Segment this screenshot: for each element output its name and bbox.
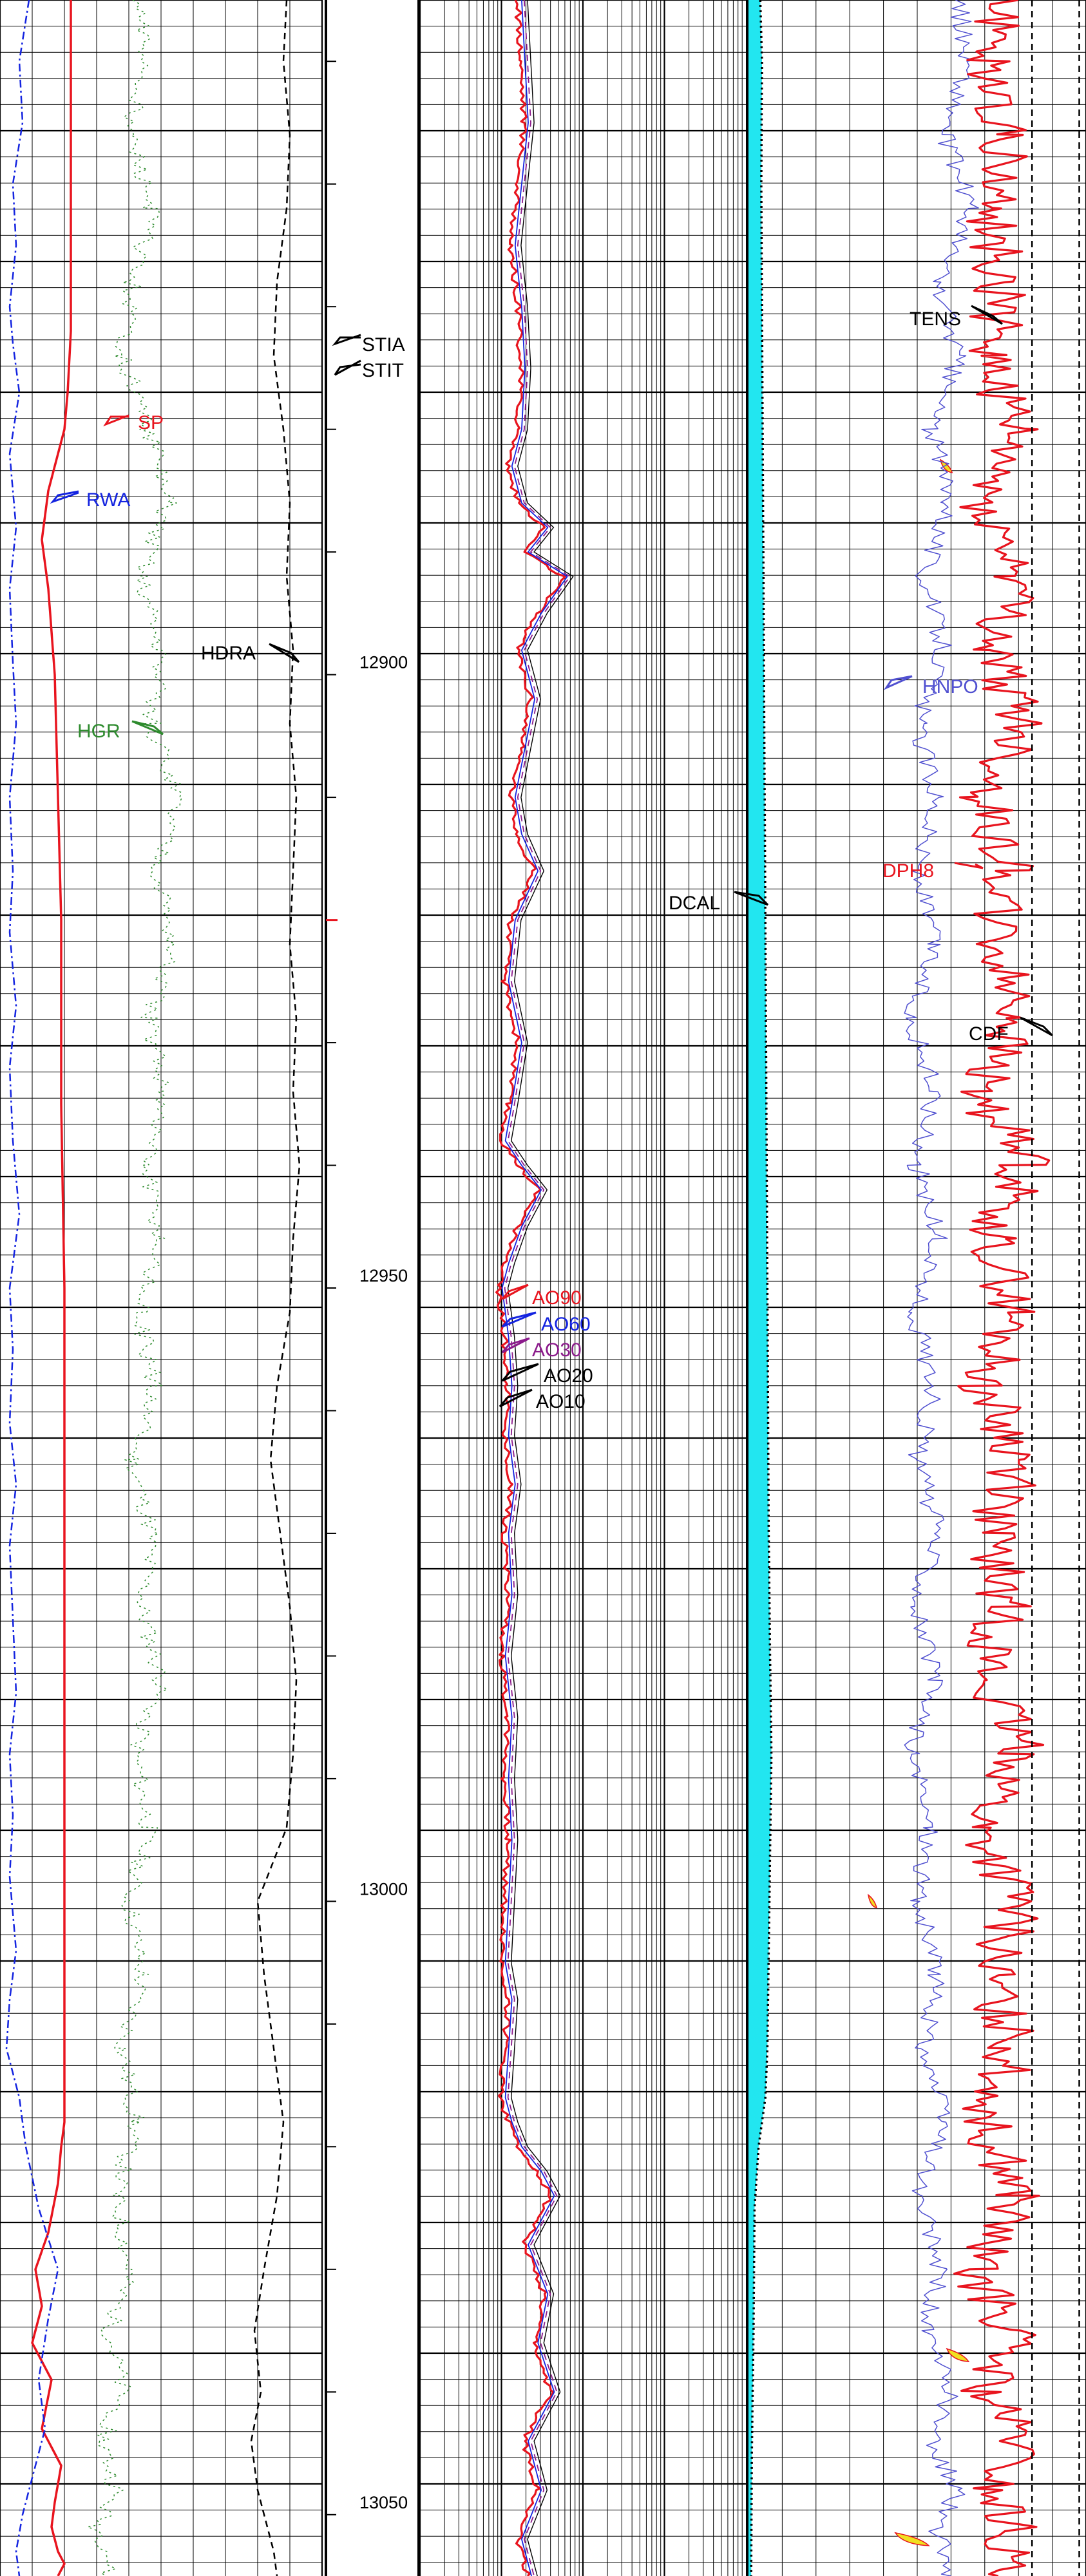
depth-label: 13050 (359, 2493, 408, 2512)
curve-hgr (87, 0, 183, 2576)
curve-ao30 (504, 0, 571, 2576)
label-stit: STIT (334, 359, 404, 381)
label-hnpo-text: HNPO (922, 676, 978, 697)
label-hgr-text: HGR (77, 721, 120, 742)
depth-label: 12900 (359, 653, 408, 672)
label-ao90: AO90 (501, 1283, 582, 1309)
curve-labels: STIA STIT SP RWA HDRA HGR TENS HNPO (50, 305, 1054, 1412)
curve-ao20 (507, 0, 574, 2576)
label-rwa: RWA (50, 489, 130, 511)
label-rwa-text: RWA (86, 489, 130, 511)
curve-ao90 (495, 0, 566, 2576)
curve-sp (31, 0, 72, 2576)
curve-hnpo (904, 0, 979, 2576)
label-ao20: AO20 (501, 1363, 593, 1387)
label-dph8-text: DPH8 (882, 860, 934, 882)
label-tens: TENS (910, 305, 1003, 330)
label-ao90-text: AO90 (532, 1287, 582, 1309)
label-cdf: CDF (969, 1016, 1054, 1045)
curve-hdra (250, 0, 301, 2576)
label-hdra: HDRA (201, 643, 300, 664)
label-dcal-text: DCAL (669, 893, 720, 914)
crossover-fill (867, 1893, 878, 1909)
label-ao60-text: AO60 (541, 1314, 591, 1335)
depth-track: 12900 12950 13000 13050 (326, 61, 408, 2515)
curve-ao60 (501, 0, 568, 2576)
label-sp: SP (103, 412, 164, 433)
label-sp-text: SP (138, 412, 164, 433)
label-ao20-text: AO20 (544, 1365, 593, 1387)
label-ao30: AO30 (501, 1337, 582, 1361)
curve-rwa (5, 0, 59, 2576)
depth-label: 13000 (359, 1879, 408, 1899)
curve-dph8 (953, 0, 1051, 2576)
label-dcal: DCAL (669, 891, 769, 914)
crossover-fill (894, 2532, 930, 2546)
label-cdf-text: CDF (969, 1023, 1009, 1045)
caliper-fill (748, 0, 772, 2576)
label-hgr: HGR (77, 720, 164, 742)
label-hnpo: HNPO (883, 675, 978, 697)
depth-label: 12950 (359, 1266, 408, 1285)
curves (5, 0, 1080, 2576)
label-hdra-text: HDRA (201, 643, 256, 664)
label-stia-text: STIA (362, 334, 405, 355)
crossover-fill (946, 2347, 970, 2363)
label-ao10: AO10 (499, 1388, 586, 1412)
fills (748, 0, 970, 2576)
label-dph8: DPH8 (882, 860, 984, 882)
label-ao30-text: AO30 (532, 1340, 582, 1361)
label-ao60: AO60 (501, 1311, 591, 1335)
label-stia: STIA (332, 334, 405, 355)
label-stit-text: STIT (362, 360, 404, 381)
curve-dcal (750, 0, 773, 2576)
label-ao10-text: AO10 (536, 1391, 586, 1412)
label-tens-text: TENS (910, 308, 961, 330)
